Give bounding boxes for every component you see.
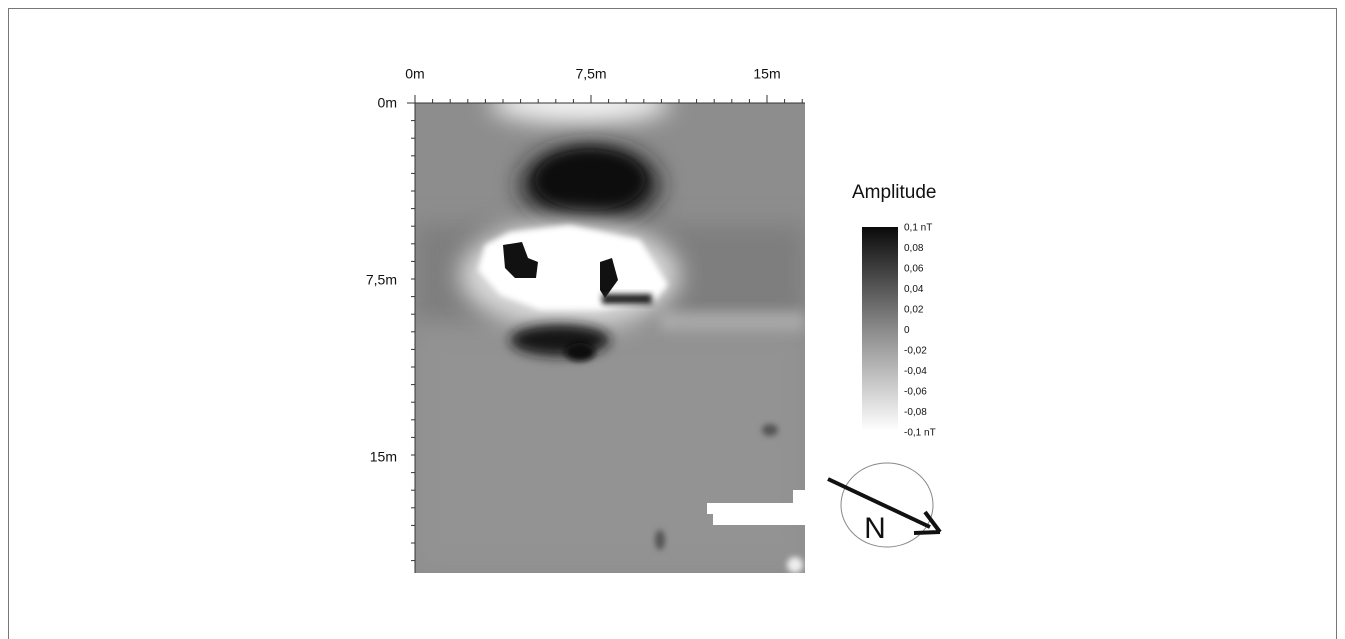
legend-label: -0,1 nT — [904, 428, 936, 439]
legend-label: -0,04 — [904, 366, 927, 377]
magnetic-map — [415, 103, 805, 573]
legend-title: Amplitude — [852, 182, 937, 203]
legend-label: 0 — [904, 325, 910, 336]
compass: N — [827, 462, 942, 548]
frame — [8, 8, 1337, 639]
legend-label: -0,02 — [904, 346, 927, 357]
y-label: 0m — [378, 95, 397, 111]
color-bar — [862, 227, 898, 431]
legend-label: 0,08 — [904, 243, 924, 254]
y-label: 7,5m — [366, 272, 397, 288]
x-label: 0m — [405, 66, 424, 82]
legend-label: -0,06 — [904, 387, 927, 398]
legend-label: 0,06 — [904, 264, 924, 275]
x-label: 15m — [753, 66, 780, 82]
legend-label: 0,04 — [904, 284, 924, 295]
legend-label: 0,02 — [904, 305, 924, 316]
x-label: 7,5m — [575, 66, 606, 82]
legend-label: 0,1 nT — [904, 223, 932, 234]
legend-labels: 0,1 nT 0,08 0,06 0,04 0,02 0 -0,02 -0,04 -0,06 -0… — [904, 223, 936, 439]
compass-label: N — [864, 512, 886, 545]
y-label: 15m — [370, 449, 397, 465]
legend-label: -0,08 — [904, 407, 927, 418]
axis-ticks — [407, 95, 803, 562]
